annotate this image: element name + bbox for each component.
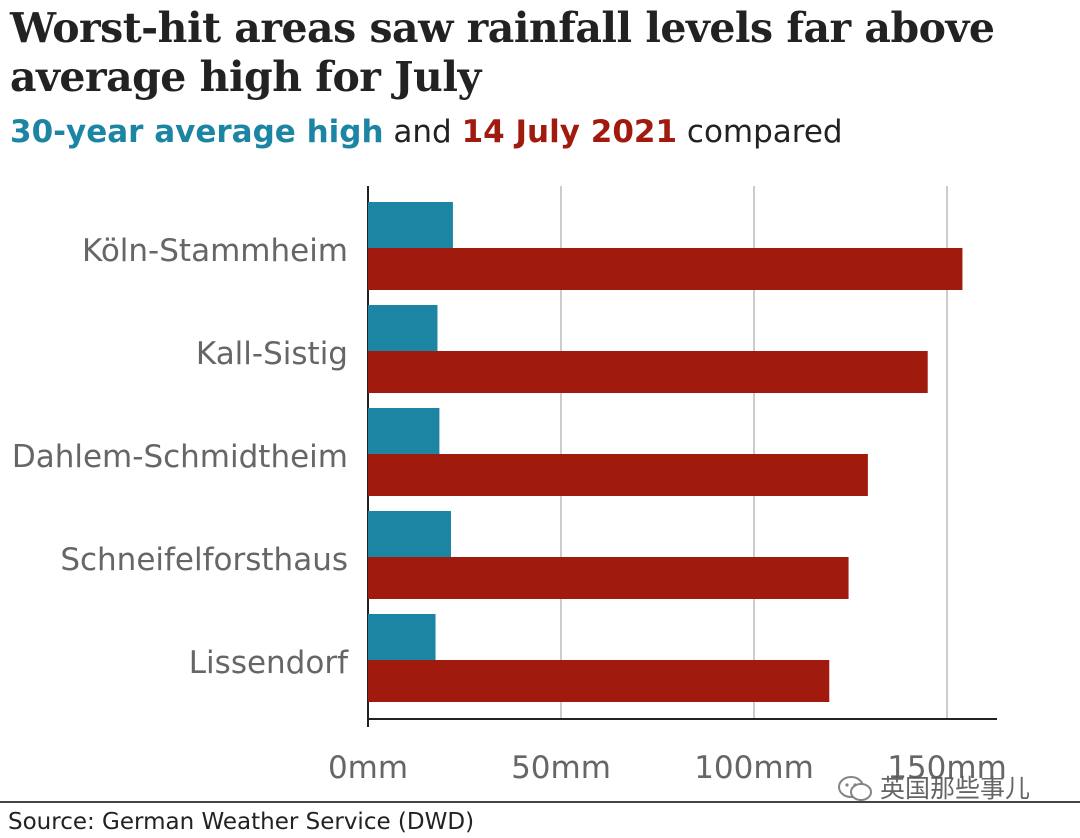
subtitle-compared: compared bbox=[677, 114, 843, 150]
category-label-0: Köln-Stammheim bbox=[82, 233, 348, 269]
chart-title: Worst-hit areas saw rainfall levels far … bbox=[10, 4, 995, 101]
x-tick-label-150: 150mm bbox=[887, 750, 1007, 780]
bar-average-2 bbox=[368, 408, 440, 454]
bar-average-0 bbox=[368, 202, 453, 248]
bar-chart: 0mm 50mm 100mm 150mm Köln-Stammheim Kall-Sist… bbox=[12, 186, 1007, 780]
bar-july14-1 bbox=[368, 351, 928, 393]
bar-july14-4 bbox=[368, 660, 830, 702]
bar-average-1 bbox=[368, 305, 438, 351]
category-label-1: Kall-Sistig bbox=[196, 336, 348, 372]
bar-july14-3 bbox=[368, 557, 849, 599]
bar-average-3 bbox=[368, 511, 451, 557]
category-label-4: Lissendorf bbox=[189, 645, 349, 681]
bar-average-4 bbox=[368, 614, 436, 660]
category-label-2: Dahlem-Schmidtheim bbox=[12, 439, 348, 475]
x-tick-label-100: 100mm bbox=[694, 750, 814, 780]
x-tick-label-50: 50mm bbox=[511, 750, 611, 780]
bar-july14-2 bbox=[368, 454, 868, 496]
source-note: Source: German Weather Service (DWD) bbox=[8, 809, 475, 835]
bar-july14-0 bbox=[368, 248, 963, 290]
category-label-3: Schneifelforsthaus bbox=[60, 542, 348, 578]
footer-divider bbox=[0, 801, 1080, 803]
wechat-icon bbox=[838, 776, 872, 801]
watermark: 英国那些事儿 bbox=[836, 772, 1030, 806]
watermark-text: 英国那些事儿 bbox=[880, 774, 1031, 803]
subtitle-date-label: 14 July 2021 bbox=[461, 114, 678, 150]
chart-subtitle: 30-year average high and 14 July 2021 co… bbox=[10, 110, 843, 154]
subtitle-average-label: 30-year average high bbox=[10, 114, 384, 150]
subtitle-and: and bbox=[383, 114, 462, 150]
x-tick-label-0: 0mm bbox=[328, 750, 408, 780]
